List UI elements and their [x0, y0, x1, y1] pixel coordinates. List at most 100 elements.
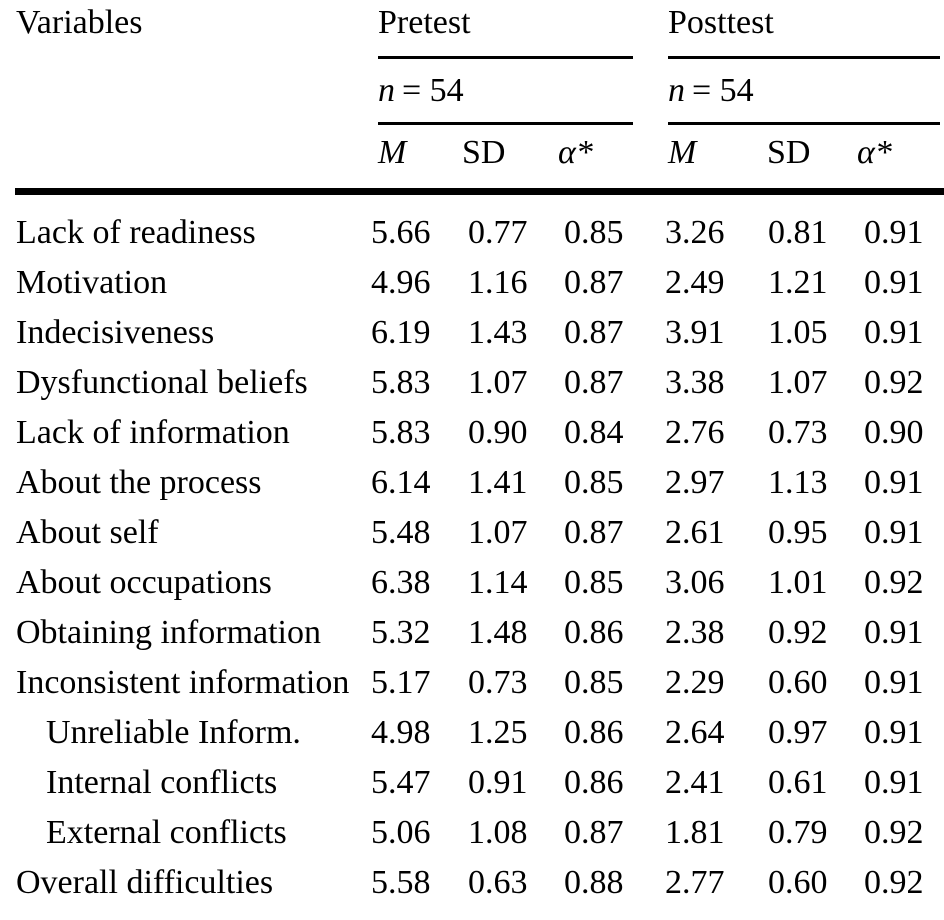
table-row: Inconsistent information 5.17 0.73 0.85 …	[0, 658, 944, 708]
pretest-mean-value: 5.48	[371, 514, 431, 552]
pretest-sd-value: 0.90	[468, 414, 528, 452]
posttest-alpha-value: 0.91	[864, 514, 924, 552]
posttest-mean-value: 3.38	[665, 364, 725, 402]
row-label: Obtaining information	[16, 614, 322, 652]
table-row: Motivation 4.96 1.16 0.87 2.49 1.21 0.91	[0, 258, 944, 308]
row-label: Lack of readiness	[16, 214, 256, 252]
posttest-sd-value: 0.95	[768, 514, 828, 552]
posttest-mean-value: 2.49	[665, 264, 725, 302]
pretest-sd-value: 1.43	[468, 314, 528, 352]
row-label: About occupations	[16, 564, 272, 602]
pretest-alpha-value: 0.85	[564, 564, 624, 602]
pretest-alpha-value: 0.87	[564, 514, 624, 552]
table-row: About self 5.48 1.07 0.87 2.61 0.95 0.91	[0, 508, 944, 558]
pretest-alpha-value: 0.86	[564, 764, 624, 802]
posttest-mean-value: 2.38	[665, 614, 725, 652]
pretest-sd-value: 1.16	[468, 264, 528, 302]
posttest-mean-value: 3.91	[665, 314, 725, 352]
pretest-sd-value: 1.08	[468, 814, 528, 852]
posttest-mean-value: 1.81	[665, 814, 725, 852]
posttest-alpha-column-header: α*	[857, 133, 892, 171]
pretest-group-label: Pretest	[378, 4, 471, 41]
posttest-n-symbol: n	[668, 71, 685, 109]
pretest-mean-value: 6.38	[371, 564, 431, 602]
table-row: External conflicts 5.06 1.08 0.87 1.81 0…	[0, 808, 944, 858]
table-row: Lack of information 5.83 0.90 0.84 2.76 …	[0, 408, 944, 458]
posttest-sd-value: 0.97	[768, 714, 828, 752]
pretest-alpha-value: 0.84	[564, 414, 624, 452]
posttest-sd-value: 0.79	[768, 814, 828, 852]
posttest-group-label: Posttest	[668, 4, 774, 41]
posttest-sample-size: n = 54	[668, 59, 940, 125]
posttest-sd-value: 1.07	[768, 364, 828, 402]
row-label: External conflicts	[46, 814, 287, 852]
pretest-sample-size: n = 54	[378, 59, 633, 125]
row-label: Unreliable Inform.	[46, 714, 301, 752]
row-label: Motivation	[16, 264, 168, 302]
pretest-mean-value: 4.96	[371, 264, 431, 302]
table-row: Dysfunctional beliefs 5.83 1.07 0.87 3.3…	[0, 358, 944, 408]
posttest-alpha-value: 0.91	[864, 664, 924, 702]
posttest-alpha-value: 0.90	[864, 414, 924, 452]
pretest-sd-value: 1.41	[468, 464, 528, 502]
pretest-sd-value: 0.91	[468, 764, 528, 802]
table-row: Internal conflicts 5.47 0.91 0.86 2.41 0…	[0, 758, 944, 808]
row-label: Internal conflicts	[46, 764, 278, 802]
pretest-sd-value: 1.48	[468, 614, 528, 652]
table-row: Obtaining information 5.32 1.48 0.86 2.3…	[0, 608, 944, 658]
pretest-mean-value: 5.83	[371, 414, 431, 452]
posttest-alpha-value: 0.91	[864, 764, 924, 802]
posttest-sd-value: 1.13	[768, 464, 828, 502]
posttest-mean-value: 2.29	[665, 664, 725, 702]
posttest-mean-value: 3.26	[665, 214, 725, 252]
posttest-sd-value: 0.61	[768, 764, 828, 802]
posttest-sd-value: 0.81	[768, 214, 828, 252]
posttest-sd-value: 0.60	[768, 664, 828, 702]
pretest-group-header: Pretest	[378, 0, 633, 59]
pretest-sd-value: 0.73	[468, 664, 528, 702]
row-label: About self	[16, 514, 159, 552]
posttest-alpha-value: 0.92	[864, 364, 924, 402]
posttest-sd-column-header: SD	[767, 133, 811, 171]
posttest-alpha-value: 0.91	[864, 214, 924, 252]
posttest-sd-value: 0.92	[768, 614, 828, 652]
pretest-n-value: = 54	[402, 71, 464, 109]
table-body: Lack of readiness 5.66 0.77 0.85 3.26 0.…	[0, 195, 944, 908]
posttest-mean-value: 2.77	[665, 864, 725, 902]
table-row: Indecisiveness 6.19 1.43 0.87 3.91 1.05 …	[0, 308, 944, 358]
pretest-alpha-value: 0.87	[564, 314, 624, 352]
posttest-alpha-value: 0.91	[864, 464, 924, 502]
pretest-alpha-value: 0.87	[564, 814, 624, 852]
pretest-mean-value: 5.58	[371, 864, 431, 902]
pretest-sd-value: 1.07	[468, 364, 528, 402]
row-label: Indecisiveness	[16, 314, 215, 352]
posttest-sd-value: 1.21	[768, 264, 828, 302]
posttest-mean-value: 2.76	[665, 414, 725, 452]
posttest-alpha-value: 0.91	[864, 614, 924, 652]
table-row: Overall difficulties 5.58 0.63 0.88 2.77…	[0, 858, 944, 908]
pretest-alpha-value: 0.85	[564, 664, 624, 702]
pretest-mean-value: 5.17	[371, 664, 431, 702]
posttest-mean-value: 2.61	[665, 514, 725, 552]
posttest-mean-value: 2.41	[665, 764, 725, 802]
header-rule	[15, 188, 944, 195]
posttest-sd-value: 0.73	[768, 414, 828, 452]
pretest-sd-value: 1.25	[468, 714, 528, 752]
pretest-mean-value: 6.14	[371, 464, 431, 502]
pretest-sd-value: 0.63	[468, 864, 528, 902]
posttest-alpha-value: 0.92	[864, 814, 924, 852]
posttest-mean-column-header: M	[668, 133, 697, 171]
posttest-alpha-value: 0.91	[864, 314, 924, 352]
pretest-mean-value: 4.98	[371, 714, 431, 752]
posttest-sd-value: 0.60	[768, 864, 828, 902]
pretest-mean-value: 5.83	[371, 364, 431, 402]
pretest-alpha-column-header: α*	[558, 133, 593, 171]
posttest-n-value: = 54	[692, 71, 754, 109]
variables-column-header: Variables	[16, 4, 143, 41]
posttest-alpha-value: 0.92	[864, 864, 924, 902]
pretest-alpha-value: 0.87	[564, 264, 624, 302]
pretest-alpha-value: 0.86	[564, 614, 624, 652]
pretest-mean-value: 5.32	[371, 614, 431, 652]
posttest-sd-value: 1.01	[768, 564, 828, 602]
table-header-sample-size: n = 54 n = 54	[0, 59, 944, 125]
